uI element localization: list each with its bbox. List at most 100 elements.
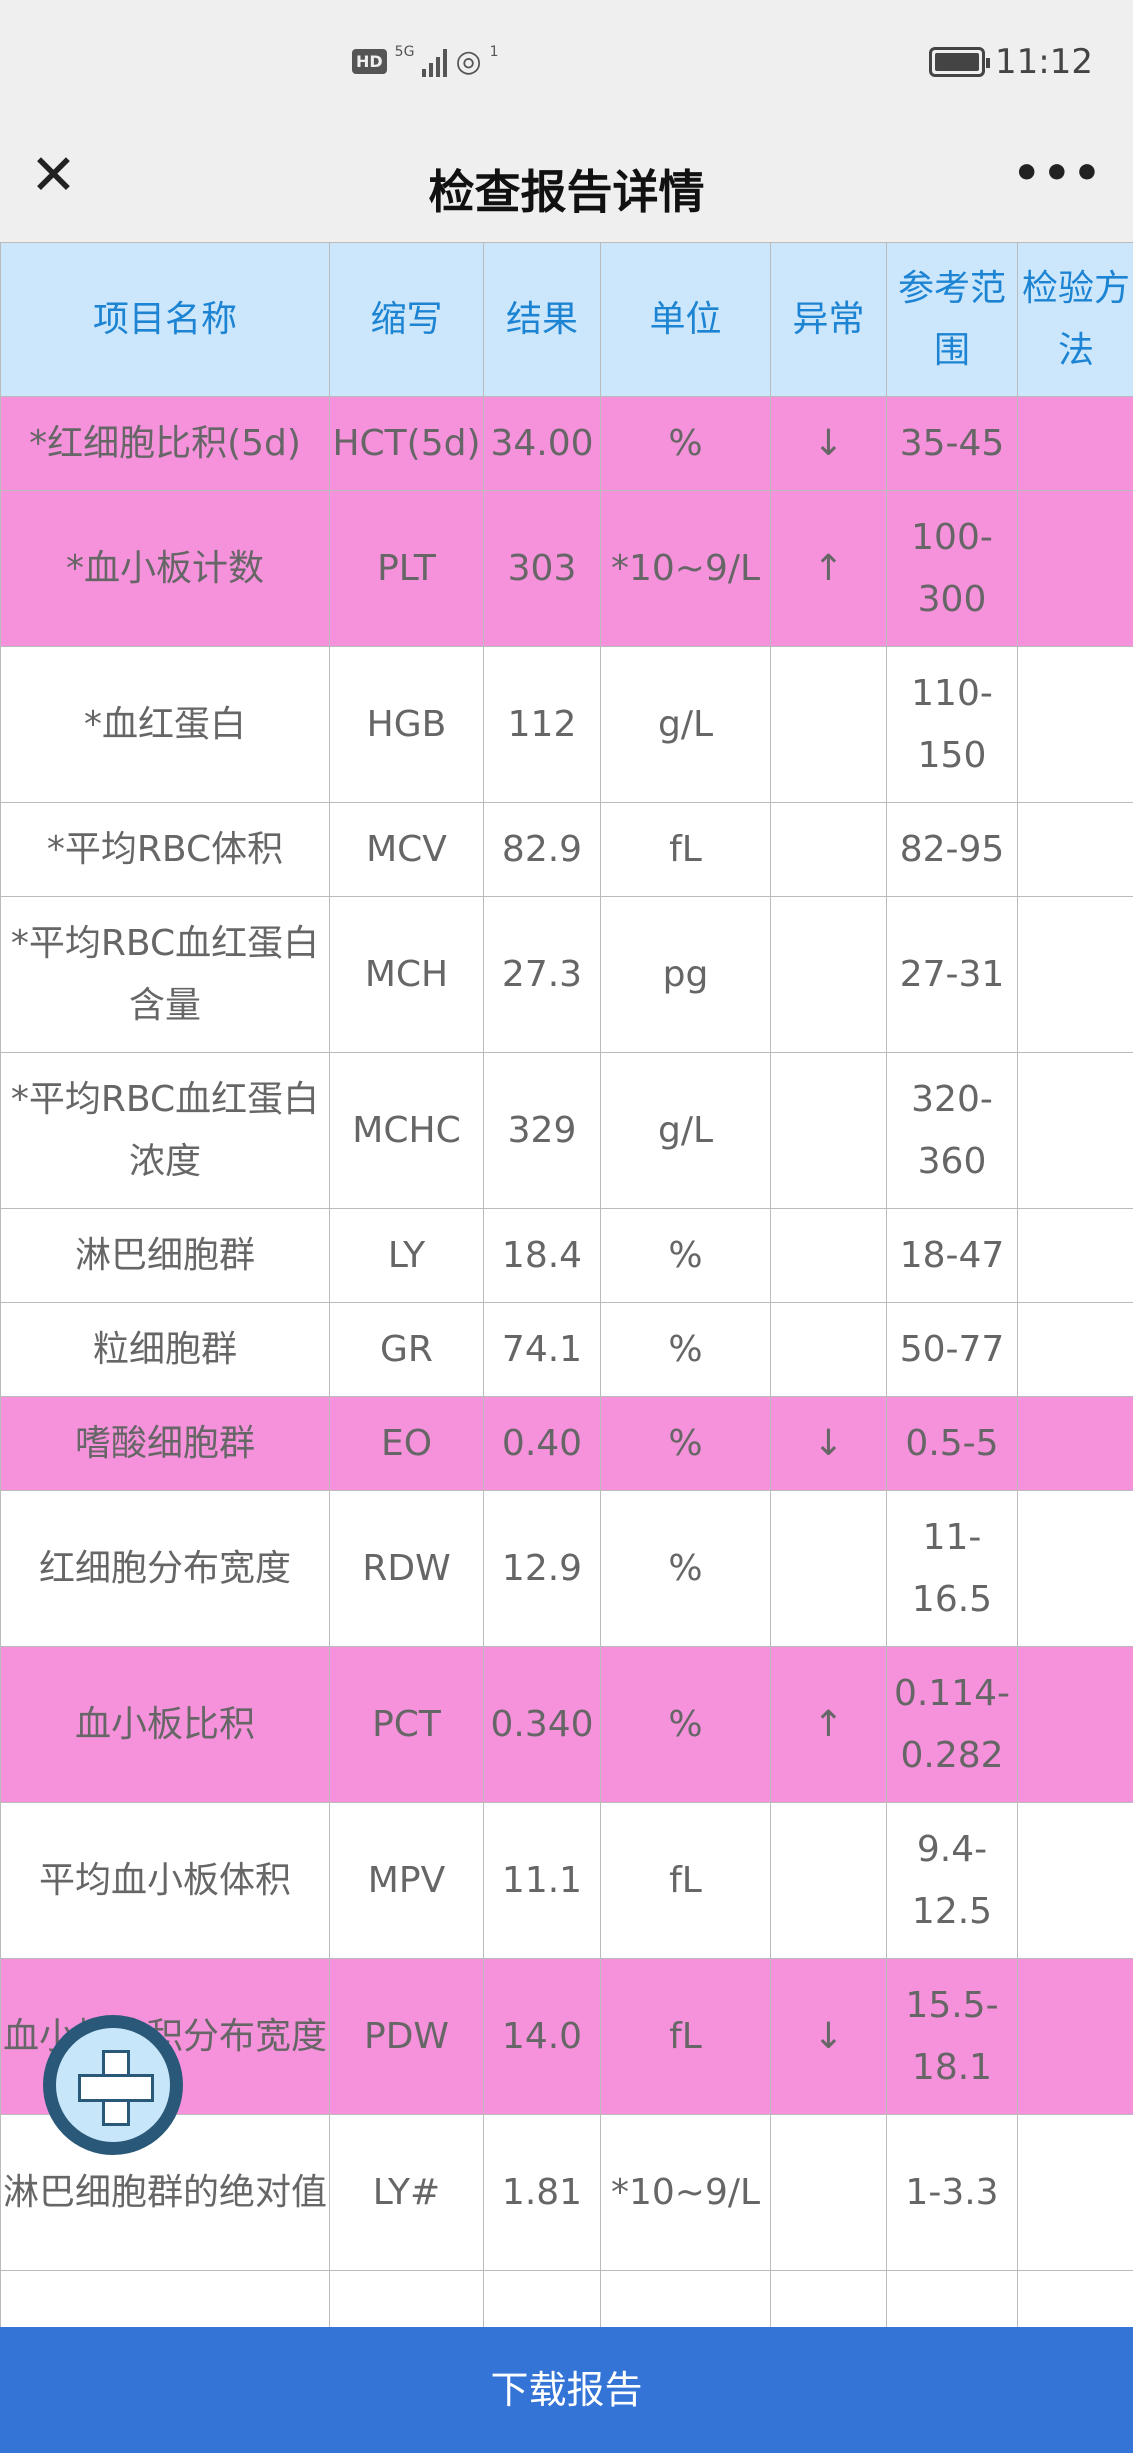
table-row[interactable]: *血红蛋白 HGB 112 g/L 110-150: [0, 646, 1133, 803]
table-row[interactable]: 平均血小板体积 MPV 11.1 fL 9.4-12.5: [0, 1802, 1133, 1959]
cell-result: 12.9: [483, 1490, 601, 1647]
cell-range: 18-47: [886, 1208, 1018, 1303]
cell-name: 淋巴细胞群: [0, 1208, 330, 1303]
signal-icon: [422, 47, 448, 77]
cell-name: *平均RBC血红蛋白浓度: [0, 1052, 330, 1209]
table-row[interactable]: *平均RBC血红蛋白含量 MCH 27.3 pg 27-31: [0, 896, 1133, 1053]
cell-name: 淋巴细胞群的绝对值: [0, 2114, 330, 2271]
hotspot-count: 1: [489, 44, 499, 60]
table-row[interactable]: 粒细胞群的绝对值NE#7.31*10~9/L 2-8: [0, 2270, 1133, 2327]
page-title: 检查报告详情: [428, 165, 705, 219]
cell-range: 0.114-0.282: [886, 1646, 1018, 1803]
cell-abbr: PLT: [329, 490, 484, 647]
cell-abbr: MCV: [329, 802, 484, 897]
cell-name: *红细胞比积(5d): [0, 396, 330, 491]
cell-abbr: MCH: [329, 896, 484, 1053]
clock: 11:12: [995, 42, 1093, 82]
cell-range: 15.5-18.1: [886, 1958, 1018, 2115]
cell-range: 35-45: [886, 396, 1018, 491]
cell-name: 粒细胞群的绝对值: [0, 2270, 330, 2327]
cell-result: 14.0: [483, 1958, 601, 2115]
cell-method: [1017, 1052, 1133, 1209]
cell-flag: [770, 646, 887, 803]
cell-range: 11-16.5: [886, 1490, 1018, 1647]
cell-method: [1017, 802, 1133, 897]
cell-range: 27-31: [886, 896, 1018, 1053]
cell-result: 11.1: [483, 1802, 601, 1959]
column-header-range: 参考范围: [886, 242, 1018, 397]
cell-unit: g/L: [600, 1052, 771, 1209]
cell-flag: [770, 1802, 887, 1959]
cell-abbr: MPV: [329, 1802, 484, 1959]
cell-method: [1017, 1646, 1133, 1803]
cell-unit: %: [600, 1396, 771, 1491]
cell-result: 27.3: [483, 896, 601, 1053]
download-report-button[interactable]: 下载报告: [0, 2327, 1133, 2453]
table-row[interactable]: 淋巴细胞群 LY 18.4% 18-47: [0, 1208, 1133, 1303]
column-header-name: 项目名称: [0, 242, 330, 397]
table-row[interactable]: 嗜酸细胞群 EO 0.40% ↓ 0.5-5: [0, 1396, 1133, 1491]
battery-icon: [929, 47, 991, 77]
cell-abbr: EO: [329, 1396, 484, 1491]
cell-abbr: RDW: [329, 1490, 484, 1647]
cell-name: 红细胞分布宽度: [0, 1490, 330, 1647]
cell-method: [1017, 490, 1133, 647]
cell-method: [1017, 646, 1133, 803]
status-bar: HD 5G ◎ 1 11:12: [0, 0, 1133, 130]
hd-icon: HD: [352, 49, 387, 74]
cell-range: 82-95: [886, 802, 1018, 897]
table-row[interactable]: 淋巴细胞群的绝对值 LY# 1.81 *10~9/L 1-3.3: [0, 2114, 1133, 2271]
column-header-result: 结果: [483, 242, 601, 397]
table-row[interactable]: 血小板比积 PCT 0.340% ↑ 0.114-0.282: [0, 1646, 1133, 1803]
cell-range: 110-150: [886, 646, 1018, 803]
hotspot-icon: ◎: [455, 44, 482, 79]
nav-bar: ✕ 检查报告详情 •••: [0, 130, 1133, 242]
report-table-container[interactable]: 项目名称 缩写 结果 单位 异常 参考范围 检验方法 *红细胞比积(5d) HCT(5d) 34…: [0, 242, 1133, 2327]
table-row[interactable]: *平均RBC体积 MCV 82.9 fL 82-95: [0, 802, 1133, 897]
cell-abbr: PCT: [329, 1646, 484, 1803]
table-row[interactable]: *血小板计数 PLT 303 *10~9/L ↑ 100-300: [0, 490, 1133, 647]
cell-flag: ↑: [770, 1646, 887, 1803]
cell-abbr: MCHC: [329, 1052, 484, 1209]
cell-range: 50-77: [886, 1302, 1018, 1397]
cell-result: 329: [483, 1052, 601, 1209]
cell-result: 1.81: [483, 2114, 601, 2271]
table-row[interactable]: *平均RBC血红蛋白浓度 MCHC 329 g/L 320-360: [0, 1052, 1133, 1209]
cell-abbr: LY: [329, 1208, 484, 1303]
table-row[interactable]: *红细胞比积(5d) HCT(5d) 34.00% ↓ 35-45: [0, 396, 1133, 491]
table-row[interactable]: 红细胞分布宽度 RDW 12.9% 11-16.5: [0, 1490, 1133, 1647]
cell-method: [1017, 1802, 1133, 1959]
cell-result: 82.9: [483, 802, 601, 897]
cell-result: 18.4: [483, 1208, 601, 1303]
cell-range: 100-300: [886, 490, 1018, 647]
cell-name: *平均RBC血红蛋白含量: [0, 896, 330, 1053]
cell-result: 0.40: [483, 1396, 601, 1491]
cell-method: [1017, 1490, 1133, 1647]
more-icon[interactable]: •••: [1012, 148, 1103, 199]
cell-flag: ↓: [770, 396, 887, 491]
cell-method: [1017, 396, 1133, 491]
cell-flag: [770, 1490, 887, 1647]
cell-method: [1017, 1958, 1133, 2115]
report-table: 项目名称 缩写 结果 单位 异常 参考范围 检验方法 *红细胞比积(5d) HCT(5d) 34…: [0, 242, 1133, 2327]
cell-unit: %: [600, 1646, 771, 1803]
cell-range: 1-3.3: [886, 2114, 1018, 2271]
5g-label: 5G: [394, 44, 415, 60]
cell-name: 血小板比积: [0, 1646, 330, 1803]
cell-range: 320-360: [886, 1052, 1018, 1209]
cell-name: 平均血小板体积: [0, 1802, 330, 1959]
cell-flag: [770, 896, 887, 1053]
cell-abbr: NE#: [329, 2270, 484, 2327]
cell-method: [1017, 1208, 1133, 1303]
cell-unit: %: [600, 1208, 771, 1303]
cell-abbr: PDW: [329, 1958, 484, 2115]
column-header-abbr: 缩写: [329, 242, 484, 397]
close-icon[interactable]: ✕: [30, 143, 77, 208]
cell-unit: *10~9/L: [600, 2114, 771, 2271]
table-row[interactable]: 粒细胞群 GR 74.1% 50-77: [0, 1302, 1133, 1397]
cell-result: 0.340: [483, 1646, 601, 1803]
cell-flag: ↑: [770, 490, 887, 647]
cell-result: 112: [483, 646, 601, 803]
cell-method: [1017, 2270, 1133, 2327]
floating-add-button[interactable]: [43, 2015, 183, 2155]
